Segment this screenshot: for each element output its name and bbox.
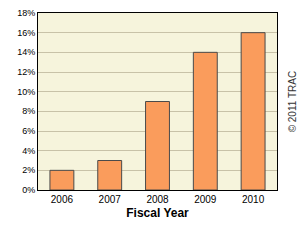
svg-text:10%: 10% <box>17 87 35 97</box>
svg-text:2%: 2% <box>22 165 35 175</box>
svg-text:6%: 6% <box>22 126 35 136</box>
svg-text:0%: 0% <box>22 185 35 195</box>
svg-text:12%: 12% <box>17 67 35 77</box>
svg-text:4%: 4% <box>22 146 35 156</box>
svg-text:16%: 16% <box>17 28 35 38</box>
svg-text:8%: 8% <box>22 106 35 116</box>
svg-text:2009: 2009 <box>194 194 217 205</box>
svg-text:Fiscal Year: Fiscal Year <box>126 206 189 220</box>
svg-text:2010: 2010 <box>242 194 265 205</box>
svg-text:18%: 18% <box>17 8 35 18</box>
svg-text:© 2011 TRAC: © 2011 TRAC <box>287 71 298 132</box>
svg-text:2007: 2007 <box>99 194 122 205</box>
svg-text:14%: 14% <box>17 47 35 57</box>
svg-text:2008: 2008 <box>146 194 169 205</box>
svg-text:2006: 2006 <box>51 194 74 205</box>
